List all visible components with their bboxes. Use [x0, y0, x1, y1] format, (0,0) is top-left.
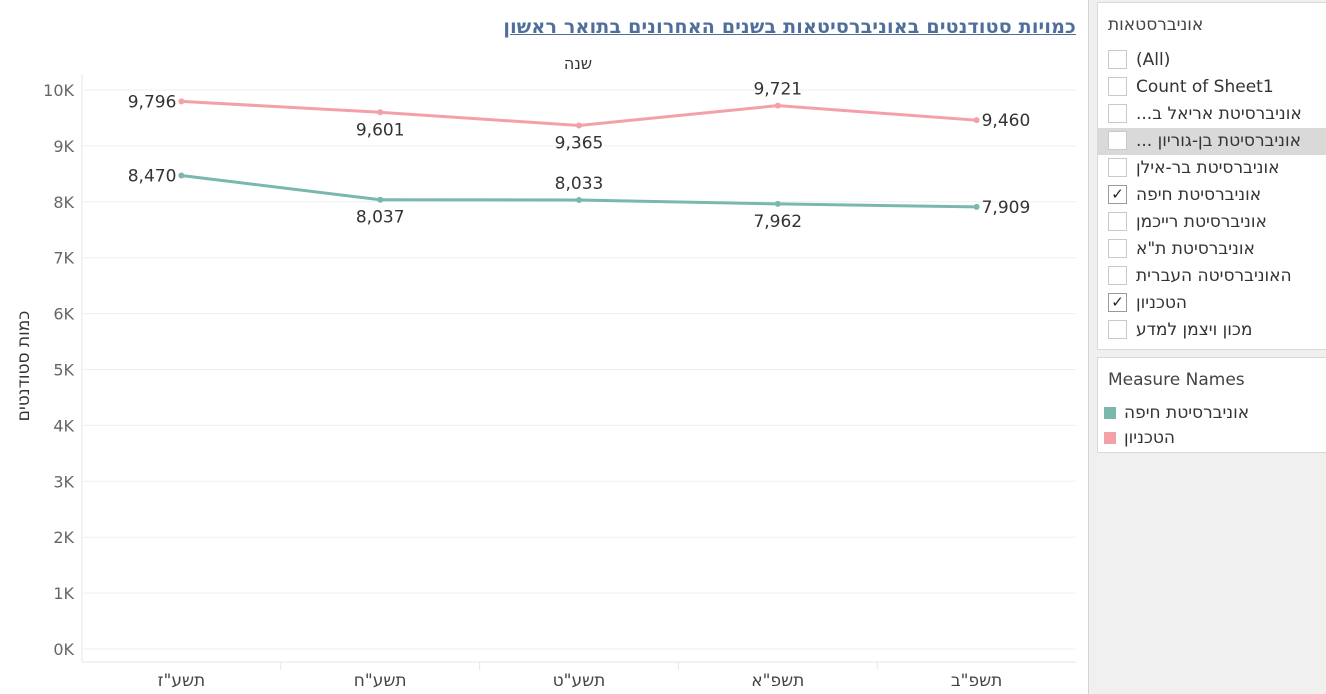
filter-item[interactable]: מכון ויצמן למדע	[1098, 317, 1326, 344]
data-point	[774, 102, 781, 109]
data-label: 7,909	[982, 198, 1031, 218]
filter-item-label: אוניברסיטת בן-גוריון ...	[1136, 131, 1301, 151]
filter-checkbox[interactable]	[1108, 131, 1127, 150]
legend-item[interactable]: אוניברסיטת חיפה	[1098, 402, 1326, 426]
filter-item-label: (All)	[1136, 50, 1171, 70]
y-tick-label: 0K	[53, 640, 74, 659]
filter-checkbox[interactable]	[1108, 266, 1127, 285]
data-label: 9,601	[356, 120, 405, 140]
filter-item[interactable]: אוניברסיטת אריאל ב...	[1098, 101, 1326, 128]
x-tick-label: תשע"ט	[553, 671, 606, 691]
filter-item-label: הטכניון	[1136, 293, 1187, 313]
filter-item-label: אוניברסיטת ת"א	[1136, 239, 1255, 259]
data-point	[973, 203, 980, 210]
filter-title: אוניברסטאות	[1108, 15, 1204, 35]
x-axis-title: שנה	[564, 54, 592, 73]
data-point	[178, 172, 185, 179]
filter-item-label: אוניברסיטת רייכמן	[1136, 212, 1267, 232]
chart-title: כמויות סטודנטים באוניברסיטאות בשנים האחר…	[503, 16, 1076, 38]
data-label: 9,721	[753, 80, 802, 100]
filter-checkbox[interactable]	[1108, 50, 1127, 69]
data-point	[377, 196, 384, 203]
filter-checkbox[interactable]: ✓	[1108, 293, 1127, 312]
filter-item[interactable]: ✓ הטכניון	[1098, 290, 1326, 317]
filter-item[interactable]: ✓ אוניברסיטת חיפה	[1098, 182, 1326, 209]
university-filter: אוניברסטאות (All) Count of Sheet1 אוניברסי…	[1097, 2, 1326, 350]
filter-item-label: אוניברסיטת חיפה	[1136, 185, 1262, 205]
filter-item-label: האוניברסיטה העברית	[1136, 266, 1292, 286]
line-chart: 0K 1K 2K 3K 4K 5K 6K 7K 8K 9K 10K תשע"ז תשע"ח תשע"ט תש…	[14, 54, 1076, 691]
y-tick-label: 2K	[53, 528, 74, 547]
data-point	[576, 122, 582, 129]
y-axis-title: כמות סטודנטים	[14, 311, 34, 422]
filter-item-label: אוניברסיטת בר-אילן	[1136, 158, 1280, 178]
filter-checkbox[interactable]	[1108, 158, 1127, 177]
data-label: 9,796	[128, 92, 177, 112]
legend-swatch	[1104, 407, 1116, 419]
filter-item-label: Count of Sheet1	[1136, 77, 1274, 97]
y-tick-label: 9K	[53, 137, 74, 156]
filter-item-label: מכון ויצמן למדע	[1136, 320, 1253, 340]
data-point	[774, 200, 781, 207]
filter-item[interactable]: אוניברסיטת בן-גוריון ...	[1098, 128, 1326, 155]
filter-checkbox[interactable]	[1108, 239, 1127, 258]
y-tick-label: 5K	[53, 361, 74, 380]
y-tick-label: 7K	[53, 249, 74, 268]
y-tick-label: 6K	[53, 305, 74, 324]
filter-checkbox[interactable]	[1108, 320, 1127, 339]
filter-item[interactable]: Count of Sheet1	[1098, 74, 1326, 101]
y-tick-label: 1K	[53, 584, 74, 603]
data-label: 7,962	[753, 212, 802, 232]
data-point	[178, 98, 185, 105]
filter-checkbox[interactable]: ✓	[1108, 185, 1127, 204]
series-line	[179, 99, 979, 127]
filter-item[interactable]: אוניברסיטת רייכמן	[1098, 209, 1326, 236]
data-label: 8,470	[128, 167, 177, 187]
data-label: 8,037	[356, 208, 405, 228]
y-tick-label: 3K	[53, 472, 74, 491]
legend-title: Measure Names	[1108, 370, 1245, 390]
filter-item-label: אוניברסיטת אריאל ב...	[1136, 104, 1302, 124]
legend-item[interactable]: הטכניון	[1098, 427, 1326, 451]
chart-panel: כמויות סטודנטים באוניברסיטאות בשנים האחר…	[14, 0, 1089, 694]
y-tick-label: 8K	[53, 193, 74, 212]
filter-item[interactable]: אוניברסיטת ת"א	[1098, 236, 1326, 263]
legend-swatch	[1104, 432, 1116, 444]
x-tick-label: תשפ"ב	[951, 671, 1002, 691]
data-label: 8,033	[555, 174, 604, 194]
x-tick-label: תשפ"א	[751, 671, 804, 691]
y-tick-label: 4K	[53, 416, 74, 435]
filter-item[interactable]: אוניברסיטת בר-אילן	[1098, 155, 1326, 182]
data-point	[973, 117, 980, 124]
filter-checkbox[interactable]	[1108, 77, 1127, 96]
data-label: 9,365	[555, 133, 604, 153]
x-tick-label: תשע"ח	[354, 671, 407, 691]
filter-checkbox[interactable]	[1108, 212, 1127, 231]
data-label: 9,460	[982, 111, 1031, 131]
filter-checkbox[interactable]	[1108, 104, 1127, 123]
data-point	[377, 109, 384, 116]
legend-label: אוניברסיטת חיפה	[1124, 403, 1250, 423]
x-tick-label: תשע"ז	[158, 671, 206, 691]
y-tick-label: 10K	[43, 81, 74, 100]
filter-item[interactable]: האוניברסיטה העברית	[1098, 263, 1326, 290]
data-point	[576, 196, 582, 203]
filter-item[interactable]: (All)	[1098, 47, 1326, 74]
legend-label: הטכניון	[1124, 428, 1175, 448]
legend: Measure Names אוניברסיטת חיפה הטכניון	[1097, 357, 1326, 453]
side-panel: אוניברסטאות (All) Count of Sheet1 אוניברסי…	[1089, 0, 1326, 694]
